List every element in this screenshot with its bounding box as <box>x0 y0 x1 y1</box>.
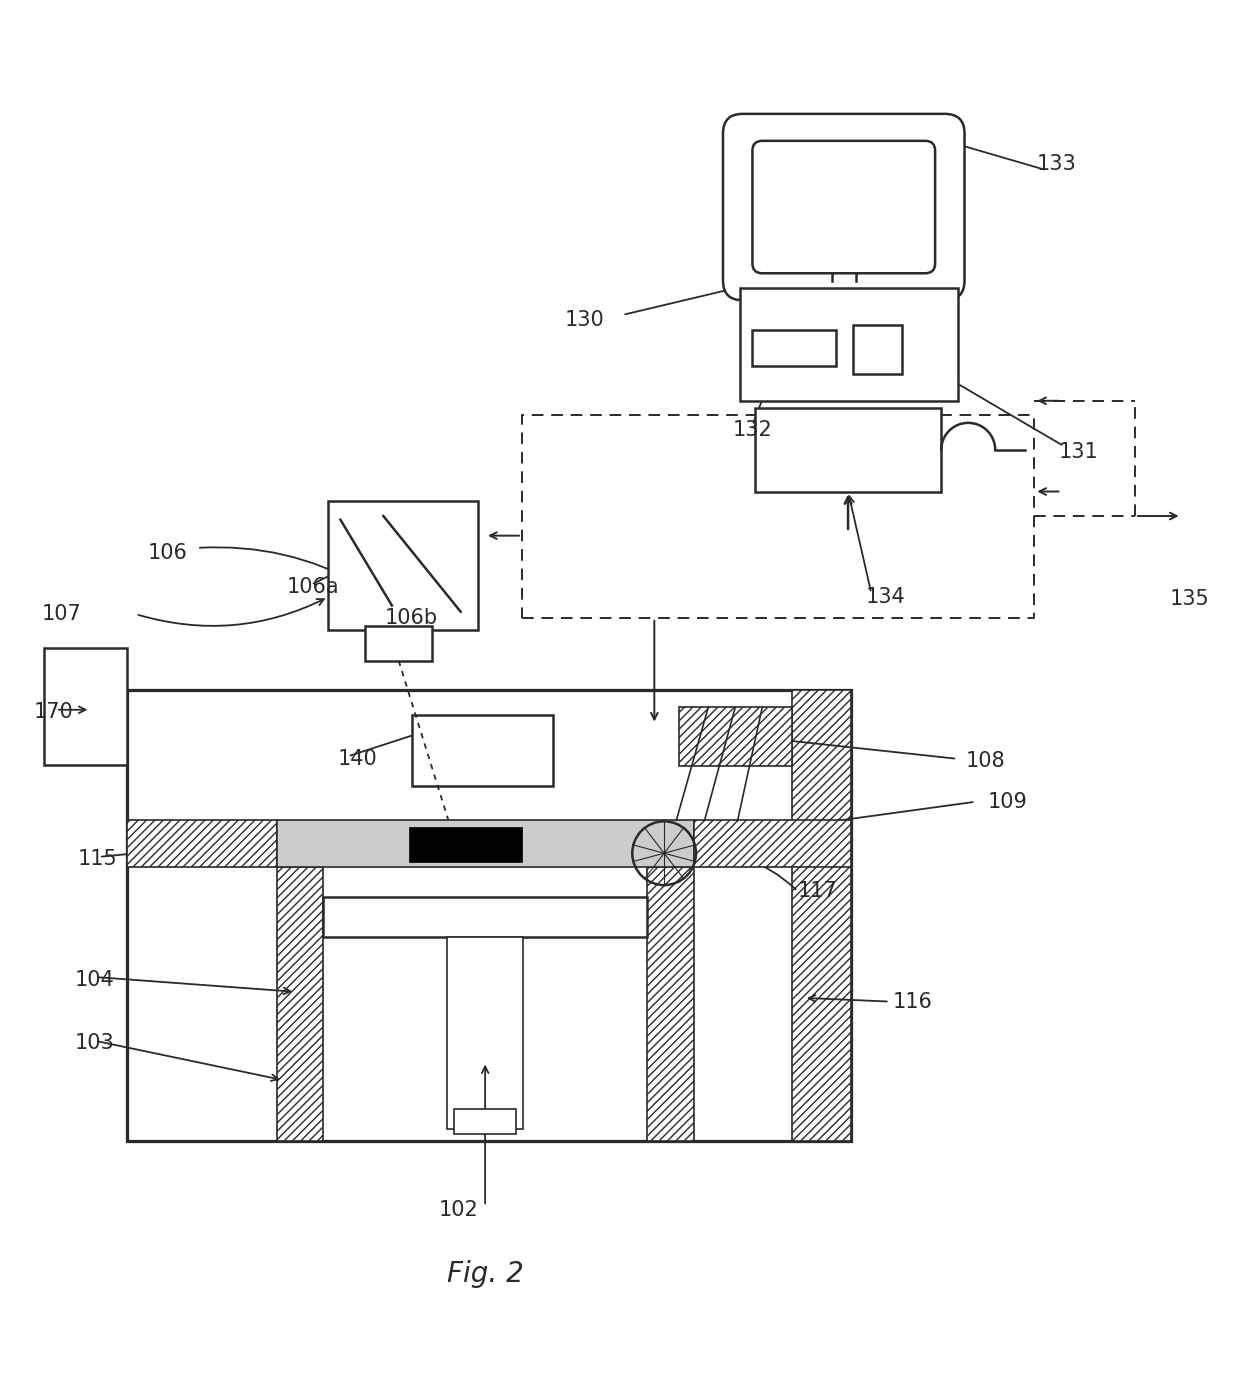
Bar <box>412 714 553 785</box>
Bar <box>277 820 693 866</box>
Text: 108: 108 <box>966 752 1006 771</box>
Text: 133: 133 <box>1037 153 1076 174</box>
Bar <box>853 325 901 374</box>
Text: 170: 170 <box>33 702 73 723</box>
Bar <box>43 649 128 764</box>
Text: 134: 134 <box>866 587 905 607</box>
Text: 103: 103 <box>74 1034 114 1053</box>
Bar <box>277 866 324 1141</box>
Bar <box>791 691 851 1141</box>
Text: Fig. 2: Fig. 2 <box>446 1260 523 1288</box>
Bar <box>365 626 433 661</box>
Text: 116: 116 <box>893 992 932 1011</box>
Bar <box>647 866 693 1141</box>
Bar <box>324 897 647 936</box>
Bar <box>753 329 836 367</box>
Bar <box>740 287 959 400</box>
Bar <box>448 936 523 1129</box>
Text: 107: 107 <box>41 604 81 624</box>
Text: 115: 115 <box>78 850 118 869</box>
FancyBboxPatch shape <box>753 141 935 273</box>
FancyBboxPatch shape <box>723 114 965 300</box>
Bar <box>329 501 477 631</box>
Bar <box>678 707 791 766</box>
Bar <box>693 820 851 866</box>
Text: 106b: 106b <box>384 608 438 628</box>
Text: 102: 102 <box>439 1200 479 1221</box>
Text: 104: 104 <box>74 970 114 989</box>
Bar <box>409 827 522 862</box>
Text: 109: 109 <box>988 792 1028 812</box>
Text: 106a: 106a <box>286 578 339 597</box>
Bar <box>128 820 277 866</box>
Text: 135: 135 <box>1169 590 1209 610</box>
Text: 132: 132 <box>733 420 773 441</box>
Text: 117: 117 <box>797 882 837 901</box>
Bar <box>755 409 941 491</box>
Text: 140: 140 <box>339 749 378 769</box>
Bar <box>455 1109 516 1134</box>
Bar <box>128 691 851 1141</box>
Text: 131: 131 <box>1059 442 1099 462</box>
Text: 106: 106 <box>148 543 187 562</box>
Text: 130: 130 <box>565 310 605 329</box>
